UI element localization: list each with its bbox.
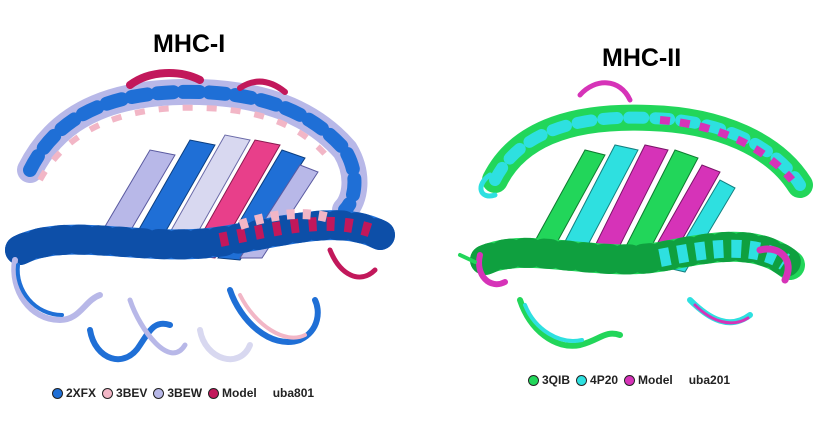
legend-item-3bew: 3BEW — [153, 386, 202, 400]
mhc-ii-title: MHC-II — [602, 44, 682, 72]
legend-swatch-3bev — [102, 387, 114, 399]
legend-label-4p20: 4P20 — [590, 373, 619, 387]
legend-swatch-4p20 — [576, 374, 588, 386]
legend-label-model-left: Model — [222, 386, 257, 400]
mhc-i-panel: MHC-I — [5, 30, 395, 400]
mhc-i-legend: 2XFX 3BEV 3BEW Model uba801 — [52, 386, 314, 400]
legend-item-3qib: 3QIB — [528, 373, 570, 387]
mhc-ii-structure-image — [458, 80, 813, 349]
legend-swatch-model-right — [624, 374, 636, 386]
mhc-ii-loops — [458, 253, 753, 349]
legend-swatch-3bew — [153, 387, 165, 399]
legend-label-2xfx: 2XFX — [66, 386, 97, 400]
legend-item-3bev: 3BEV — [102, 386, 147, 400]
legend-item-model-left: Model — [208, 386, 257, 400]
mhc-i-title: MHC-I — [153, 30, 226, 58]
mhc-ii-bottom-helix — [470, 231, 805, 287]
mhc-i-loops — [11, 247, 378, 363]
legend-label-3qib: 3QIB — [542, 373, 571, 387]
mhc-i-structure-image — [5, 69, 395, 363]
legend-allele-right: uba201 — [688, 373, 731, 387]
legend-label-3bev: 3BEV — [116, 386, 148, 400]
legend-label-model-right: Model — [638, 373, 673, 387]
mhc-i-bottom-helix — [5, 209, 395, 265]
legend-item-2xfx: 2XFX — [52, 386, 96, 400]
legend-swatch-model-left — [208, 387, 220, 399]
mhc-ii-beta-sheet — [529, 144, 736, 273]
legend-swatch-3qib — [528, 374, 539, 386]
legend-label-3bew: 3BEW — [167, 386, 203, 400]
mhc-ii-top-helix — [478, 80, 813, 199]
mhc-ii-legend: 3QIB 4P20 Model uba201 — [528, 373, 730, 387]
legend-item-4p20: 4P20 — [576, 373, 618, 387]
mhc-ii-panel: MHC-II — [420, 0, 838, 435]
legend-allele-left: uba801 — [272, 386, 315, 400]
mhc-i-top-helix — [17, 69, 368, 223]
legend-item-model-right: Model — [624, 373, 673, 387]
legend-swatch-2xfx — [52, 387, 63, 399]
